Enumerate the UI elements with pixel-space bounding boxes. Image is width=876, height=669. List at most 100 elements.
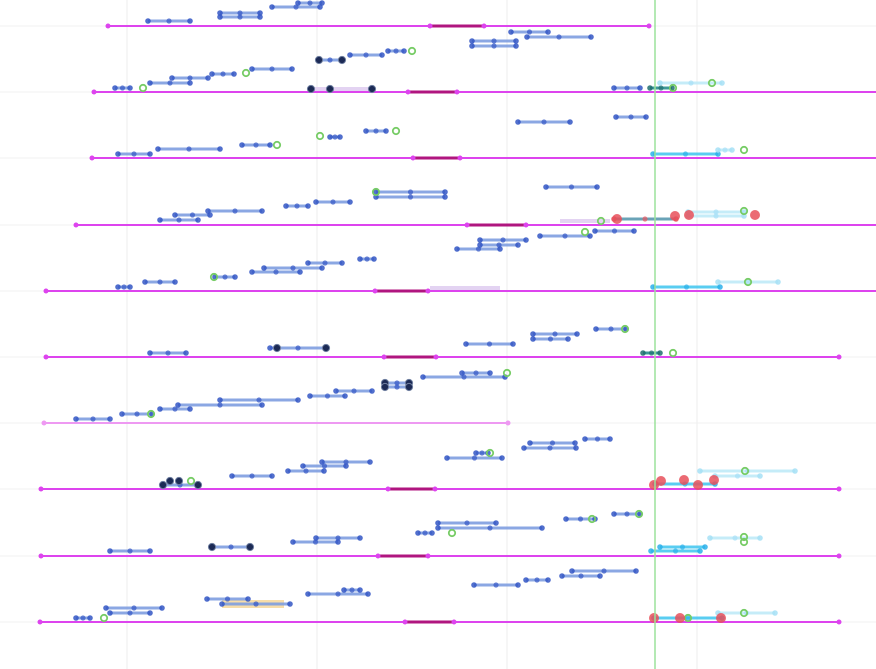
segment-dot xyxy=(147,350,153,356)
segment-dot xyxy=(715,279,721,285)
segment-dot xyxy=(347,199,353,205)
segment-dot xyxy=(697,548,703,554)
segment-dot xyxy=(245,596,251,602)
segment-dot xyxy=(155,146,161,152)
segment-dot xyxy=(112,85,118,91)
segment-dot xyxy=(487,370,493,376)
segment-dot xyxy=(515,119,521,125)
segment-dot xyxy=(364,256,370,262)
segment-dot xyxy=(757,473,763,479)
segment-dot xyxy=(290,539,296,545)
segment-dot xyxy=(176,217,182,223)
segment-dot xyxy=(290,265,296,271)
span-dot xyxy=(405,89,411,95)
segment-dot xyxy=(107,548,113,554)
segment-dot xyxy=(269,473,275,479)
segment-dot xyxy=(119,411,125,417)
segment-dot xyxy=(422,530,428,536)
segment-dot xyxy=(648,548,654,554)
segment-dot xyxy=(313,535,319,541)
segment-dot xyxy=(347,52,353,58)
segment-dot xyxy=(127,610,133,616)
segment-dot xyxy=(530,336,536,342)
segment-dot xyxy=(324,393,331,399)
segment-dot xyxy=(205,208,211,214)
segment-dot xyxy=(454,246,460,252)
segment-dot xyxy=(719,80,725,86)
segment-dot xyxy=(565,336,571,342)
segment-dot xyxy=(549,440,556,446)
segment-dot xyxy=(648,350,655,356)
segment-dot xyxy=(734,473,741,479)
segment-dot xyxy=(239,142,245,148)
segment-dot xyxy=(131,151,137,157)
segment-dot xyxy=(640,350,646,356)
segment-dot xyxy=(496,242,502,248)
marker-hollow xyxy=(739,206,749,216)
segments xyxy=(73,0,798,623)
marker-hollow xyxy=(707,78,717,88)
track-dot xyxy=(836,354,842,360)
segment-dot xyxy=(713,213,719,219)
track-dot xyxy=(43,288,49,294)
segment-dot xyxy=(257,14,263,20)
segment-dot xyxy=(319,0,325,6)
segment-dot xyxy=(147,610,153,616)
segment-dot xyxy=(573,445,579,451)
span-dot xyxy=(451,619,457,625)
marker-red xyxy=(649,613,659,623)
segment-dot xyxy=(513,43,519,49)
marker-hollow xyxy=(739,145,749,155)
segment-dot xyxy=(165,350,171,356)
segment-dot xyxy=(327,134,333,140)
marker-hollow xyxy=(391,126,401,136)
span-dot xyxy=(433,354,439,360)
segment-dot xyxy=(757,535,763,541)
segment-dot xyxy=(473,450,479,456)
segment-dot xyxy=(611,511,617,517)
segment-dot xyxy=(119,85,126,91)
segment-dot xyxy=(530,331,536,337)
band xyxy=(312,87,372,91)
segment-dot xyxy=(261,265,267,271)
track-dot xyxy=(91,89,97,95)
segment-dot xyxy=(343,459,349,465)
segment-dot xyxy=(594,184,600,190)
marker-hollow xyxy=(272,140,282,150)
marker-red xyxy=(656,476,666,486)
segment-dot xyxy=(545,29,551,35)
segment-dot xyxy=(157,279,163,285)
segment-dot xyxy=(597,573,603,579)
segment-dot xyxy=(121,284,127,290)
segment-dot xyxy=(593,326,599,332)
segment-dot xyxy=(166,18,172,24)
segment-dot xyxy=(305,591,311,597)
segment-dot xyxy=(107,610,113,616)
marker-red xyxy=(684,210,694,220)
segment-dot xyxy=(217,397,223,403)
band xyxy=(560,219,610,223)
segment-dot xyxy=(685,615,691,621)
segment-dot xyxy=(189,212,196,218)
segment-dot xyxy=(682,151,689,157)
segment-dot xyxy=(237,10,243,16)
segment-dot xyxy=(473,370,479,376)
segment-dot xyxy=(195,217,201,223)
node-dark xyxy=(380,382,390,392)
node-dark xyxy=(158,480,168,490)
span-dot xyxy=(410,155,416,161)
segment-dot xyxy=(523,237,529,243)
segment-dot xyxy=(127,548,133,554)
segment-dot xyxy=(186,146,192,152)
segment-dot xyxy=(745,279,751,285)
segment-dot xyxy=(611,85,617,91)
segment-dot xyxy=(321,463,328,469)
span-dot xyxy=(481,23,487,29)
segment-dot xyxy=(537,233,543,239)
segment-dot xyxy=(357,256,363,262)
segment-dot xyxy=(373,128,379,134)
segment-dot xyxy=(657,80,663,86)
segment-dot xyxy=(349,587,355,593)
segment-dot xyxy=(307,0,313,6)
